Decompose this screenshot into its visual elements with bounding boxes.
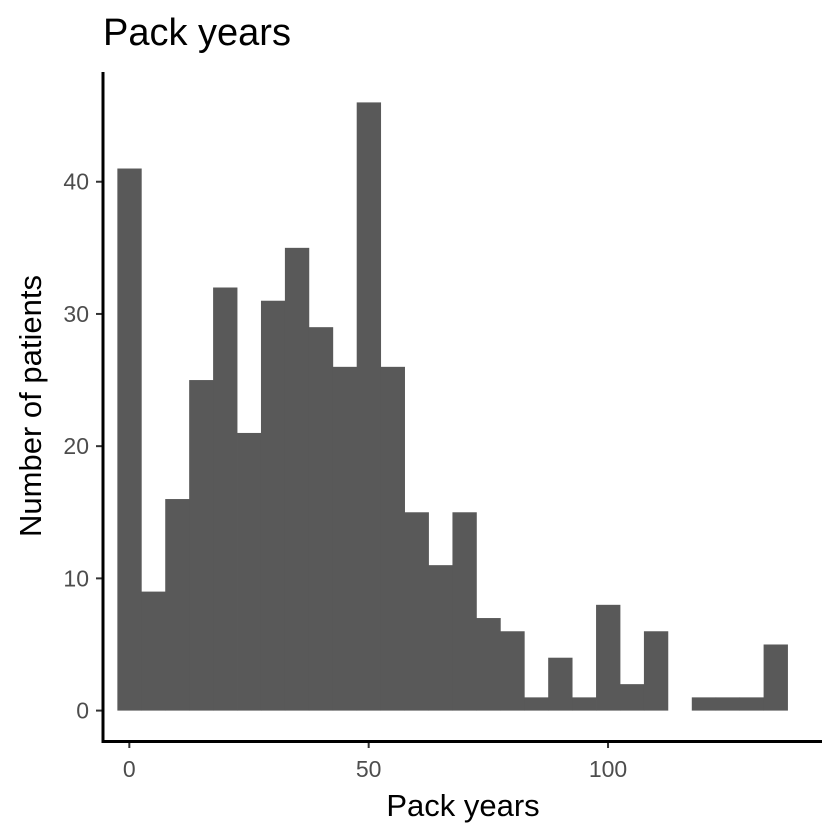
chart-title: Pack years [103,12,291,54]
histogram-bar [715,697,741,711]
histogram-bar [332,366,358,711]
histogram-bar [476,618,501,711]
histogram-bar [619,684,645,711]
histogram-bar [404,512,429,711]
histogram-bar [596,604,621,711]
histogram-bar [189,380,214,711]
x-tick-label: 100 [589,756,627,782]
y-tick-label: 20 [63,433,89,459]
histogram-bar [356,102,382,711]
histogram-bar [117,168,142,711]
y-axis-ticks: 0 10 20 30 40 [63,169,103,724]
histogram-bar [428,565,453,711]
x-axis-title: Pack years [386,788,539,823]
histogram-bar [260,300,286,711]
histogram-bar [213,287,238,711]
histogram-bar [284,247,310,711]
histogram-bar [165,499,190,711]
histogram-bar [548,657,573,711]
histogram-bar [500,631,525,711]
y-axis-title: Number of patients [13,275,48,537]
histogram-bar [691,697,717,711]
histogram-bar [572,697,597,711]
y-tick-label: 40 [63,169,89,195]
x-axis-ticks: 0 50 100 [123,741,627,782]
histogram-bar [308,327,334,711]
histogram-bar [524,697,549,711]
y-tick-label: 10 [63,565,89,591]
histogram-bar [452,512,477,711]
x-tick-label: 0 [123,756,136,782]
x-tick-label: 50 [356,756,382,782]
histogram-bar [141,591,166,711]
y-tick-label: 30 [63,301,89,327]
y-tick-label: 0 [76,698,89,724]
histogram-bar [739,697,764,711]
histogram-bar [643,631,669,711]
bars-group [117,102,788,711]
histogram-bar [380,366,405,711]
histogram-bar [763,644,788,711]
histogram-bar [237,432,262,711]
